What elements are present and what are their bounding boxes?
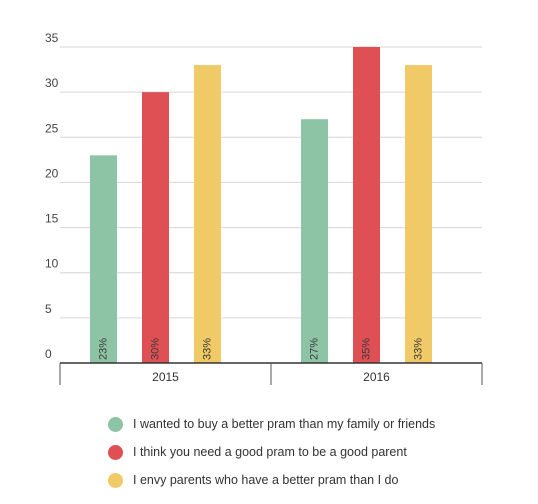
bar-chart: 0 5 10 15 20 25 30 35 23% 30% 33% 27% 35% 33% 2015 2016 bbox=[45, 31, 483, 385]
data-label: 30% bbox=[149, 338, 161, 360]
bar bbox=[194, 65, 221, 364]
y-tick-label: 35 bbox=[45, 31, 59, 45]
bar bbox=[90, 155, 117, 363]
data-label: 33% bbox=[201, 338, 213, 360]
y-tick-label: 0 bbox=[45, 347, 52, 361]
legend-label-2: I think you need a good pram to be a goo… bbox=[133, 445, 407, 459]
y-tick-label: 10 bbox=[45, 257, 59, 271]
legend-marker-3 bbox=[108, 472, 123, 488]
legend-item-2: I think you need a good pram to be a goo… bbox=[108, 438, 435, 466]
bar bbox=[142, 92, 169, 364]
legend-label-3: I envy parents who have a better pram th… bbox=[133, 473, 399, 487]
x-tick-label: 2015 bbox=[152, 370, 179, 384]
legend-label-1: I wanted to buy a better pram than my fa… bbox=[133, 417, 436, 431]
legend: I wanted to buy a better pram than my fa… bbox=[108, 410, 435, 494]
legend-item-3: I envy parents who have a better pram th… bbox=[108, 466, 435, 494]
data-label: 35% bbox=[360, 338, 372, 360]
bar bbox=[301, 119, 328, 363]
x-tick-label: 2016 bbox=[363, 370, 390, 384]
bar bbox=[405, 65, 432, 364]
data-label: 23% bbox=[97, 338, 109, 360]
data-label: 33% bbox=[412, 338, 424, 360]
legend-marker-1 bbox=[108, 416, 123, 432]
y-tick-label: 30 bbox=[45, 76, 59, 90]
y-tick-label: 20 bbox=[45, 166, 59, 180]
bar bbox=[353, 47, 380, 363]
legend-marker-2 bbox=[108, 444, 123, 460]
data-label: 27% bbox=[308, 338, 320, 360]
y-tick-label: 25 bbox=[45, 121, 59, 135]
y-tick-label: 15 bbox=[45, 212, 59, 226]
y-tick-label: 5 bbox=[45, 302, 52, 316]
legend-item-1: I wanted to buy a better pram than my fa… bbox=[108, 410, 435, 438]
